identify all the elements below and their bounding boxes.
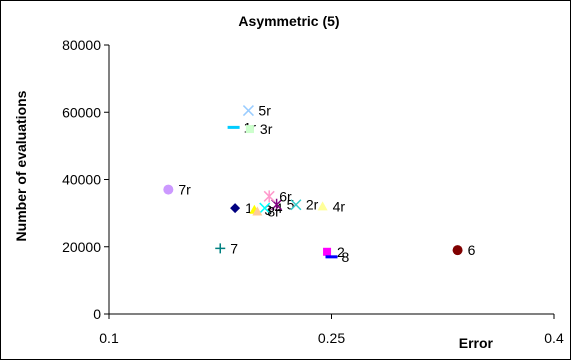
- point-label: 3: [264, 202, 272, 218]
- data-point: 7: [215, 240, 238, 256]
- marker-star: [263, 190, 275, 203]
- data-point: 1: [230, 200, 253, 216]
- y-tick-label: 40000: [62, 172, 101, 188]
- point-label: 1: [245, 200, 253, 216]
- marker-circle: [163, 184, 174, 195]
- marker-x: [242, 105, 254, 117]
- data-point: 2: [323, 244, 345, 260]
- point-label: 3r: [260, 121, 273, 137]
- marker-diamond: [230, 203, 241, 214]
- marker-x: [290, 199, 302, 211]
- data-point: 3r: [245, 121, 273, 137]
- marker-triangle: [252, 206, 263, 216]
- point-label: 5r: [258, 103, 271, 119]
- data-points: 123456781r2r3r4r5r6r7r8r: [163, 103, 476, 265]
- data-point: 8: [325, 249, 350, 265]
- y-tick-label: 80000: [62, 37, 101, 53]
- marker-plus: [215, 243, 226, 254]
- axes: 0 20000 40000 60000 80000 0.1 0.25 0.4: [62, 37, 564, 346]
- point-label: 2r: [306, 197, 319, 213]
- point-label: 7r: [178, 182, 191, 198]
- x-tick-label: 0.25: [318, 330, 345, 346]
- data-point: 6: [452, 242, 476, 258]
- marker-square: [323, 247, 332, 256]
- point-label: 5: [287, 197, 295, 213]
- point-label: 4: [275, 200, 283, 216]
- marker-circle: [452, 245, 463, 256]
- data-point: 6r: [263, 188, 292, 204]
- point-label: 4r: [333, 198, 346, 214]
- data-point: 7r: [163, 182, 191, 198]
- y-axis-label: Number of evaluations: [13, 90, 29, 241]
- point-label: 6r: [279, 188, 292, 204]
- marker-x: [259, 202, 271, 214]
- point-label: 6: [468, 242, 476, 258]
- x-axis-label: Error: [459, 335, 494, 351]
- x-tick-label: 0.1: [99, 330, 119, 346]
- data-point: 5r: [242, 103, 271, 119]
- data-point: 4: [259, 200, 283, 216]
- y-tick-label: 0: [93, 306, 101, 322]
- marker-triangle: [317, 201, 328, 211]
- point-label: 2: [337, 244, 345, 260]
- point-label: 7: [230, 240, 238, 256]
- point-label: 8: [342, 249, 350, 265]
- data-point: 8r: [252, 203, 280, 219]
- data-point: 2r: [290, 197, 319, 213]
- chart-title: Asymmetric (5): [238, 13, 339, 29]
- y-tick-label: 60000: [62, 104, 101, 120]
- data-point: 4r: [317, 198, 346, 214]
- x-tick-label: 0.4: [544, 330, 564, 346]
- y-tick-label: 20000: [62, 239, 101, 255]
- marker-square: [245, 125, 254, 134]
- point-label: 8r: [267, 203, 280, 219]
